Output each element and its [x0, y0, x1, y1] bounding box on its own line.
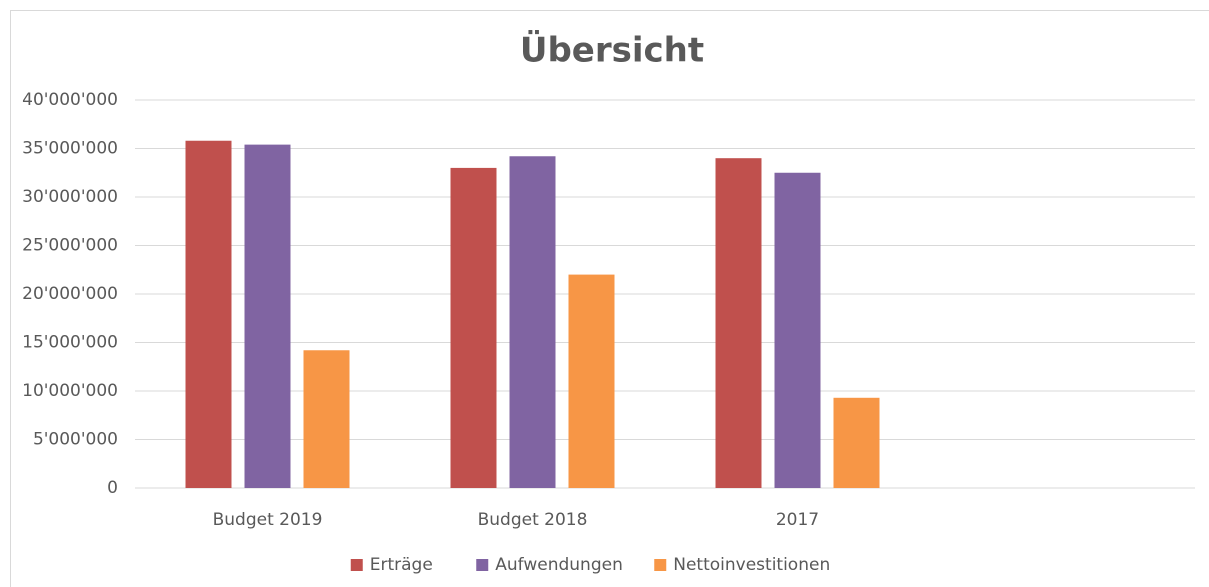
bar: [303, 350, 350, 488]
bar: [244, 144, 291, 488]
bar: [509, 156, 556, 488]
legend-swatch: [476, 559, 489, 571]
legend-swatch: [350, 559, 363, 571]
y-tick-label: 25'000'000: [22, 236, 118, 256]
y-tick-label: 30'000'000: [22, 187, 118, 207]
bar: [185, 140, 232, 489]
y-tick-label: 20'000'000: [22, 284, 118, 304]
legend-label: Erträge: [370, 555, 433, 575]
bar: [833, 397, 880, 488]
bar: [715, 158, 762, 488]
y-tick-label: 15'000'000: [22, 333, 118, 353]
bar: [568, 274, 615, 488]
bar: [450, 167, 497, 488]
y-tick-label: 5'000'000: [33, 430, 118, 450]
chart-title: Übersicht: [520, 30, 704, 71]
legend-label: Nettoinvestitionen: [673, 555, 830, 575]
y-tick-label: 35'000'000: [22, 139, 118, 159]
x-tick-label: Budget 2018: [478, 510, 588, 530]
y-tick-label: 10'000'000: [22, 381, 118, 401]
chart-frame: [10, 10, 1209, 587]
y-tick-label: 40'000'000: [22, 90, 118, 110]
y-tick-label: 0: [107, 478, 118, 498]
x-tick-label: Budget 2019: [213, 510, 323, 530]
x-tick-label: 2017: [776, 510, 819, 530]
legend-swatch: [654, 559, 667, 571]
bar: [774, 172, 821, 488]
legend-label: Aufwendungen: [495, 555, 623, 575]
